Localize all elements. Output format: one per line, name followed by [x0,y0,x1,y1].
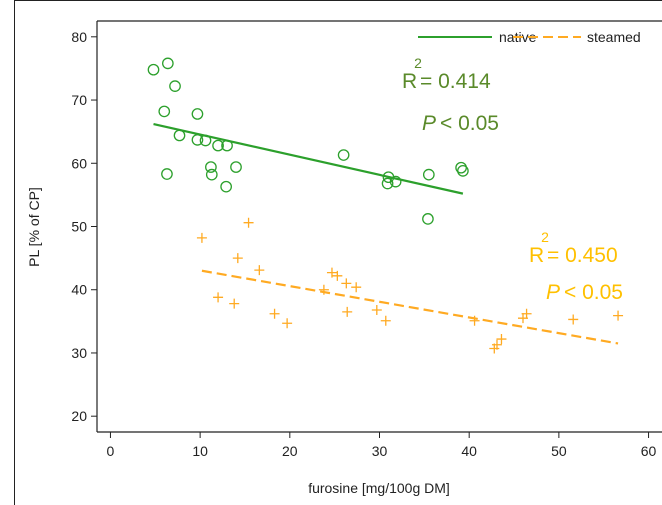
x-tick-label: 0 [107,443,115,459]
native-point [389,175,402,188]
x-axis-label: furosine [mg/100g DM] [308,480,450,496]
native-point [422,168,435,181]
native-point [161,168,173,180]
native-point [457,165,469,177]
native-point [169,80,181,92]
native-point [337,149,350,161]
y-tick-label: 30 [71,345,87,361]
steamed-point [521,308,532,319]
y-tick-label: 40 [71,282,87,298]
steamed-point [254,265,265,276]
steamed-point [269,308,280,319]
native-point [422,213,434,225]
steamed-trend-line [201,269,619,345]
steamed-point [613,310,624,321]
steamed-point [496,334,507,345]
native-r2-text: R2 = 0.414 [402,55,491,93]
legend: native steamed [418,29,641,45]
steamed-point [341,278,352,289]
native-point [205,161,217,173]
x-tick-label: 30 [372,443,388,459]
steamed-point [213,292,224,303]
x-tick-label: 10 [192,443,208,459]
native-point [191,134,204,146]
y-axis-label: PL [% of CP] [26,187,42,267]
steamed-point [380,315,391,326]
steamed-point [351,282,362,293]
native-point [199,134,212,147]
steamed-point [371,304,382,315]
y-tick-label: 80 [71,29,87,45]
native-point [173,129,186,142]
axis-ticks: 0 10 20 30 40 50 60 20 30 40 50 60 70 80 [71,29,656,459]
x-tick-label: 50 [551,443,567,459]
steamed-point [326,267,337,278]
y-tick-label: 20 [71,408,87,424]
steamed-legend-label: steamed [587,29,641,45]
native-point [212,139,224,152]
steamed-p-value-text: P < 0.05 [546,281,623,304]
steamed-point [243,217,254,228]
native-point [158,105,171,118]
data-points [147,57,624,354]
native-point [220,180,232,193]
steamed-point [318,284,329,295]
native-point [161,57,174,70]
native-point [381,177,394,190]
y-tick-label: 60 [71,155,87,171]
y-tick-label: 50 [71,219,87,235]
x-tick-label: 20 [282,443,298,459]
y-tick-label: 70 [71,92,87,108]
native-point [147,63,160,76]
x-tick-label: 40 [461,443,477,459]
steamed-point [282,318,293,329]
steamed-point [342,306,353,317]
steamed-point [469,315,480,326]
steamed-point [491,339,502,350]
native-point [230,161,242,173]
steamed-point [229,298,240,309]
steamed-point [232,253,243,264]
native-point [191,108,204,120]
steamed-point [196,232,207,243]
native-point [221,139,233,152]
x-tick-label: 60 [641,443,657,459]
steamed-point [332,270,343,281]
steamed-point [568,314,579,325]
native-point [205,168,218,181]
native-p-value-text: P < 0.05 [422,112,499,135]
